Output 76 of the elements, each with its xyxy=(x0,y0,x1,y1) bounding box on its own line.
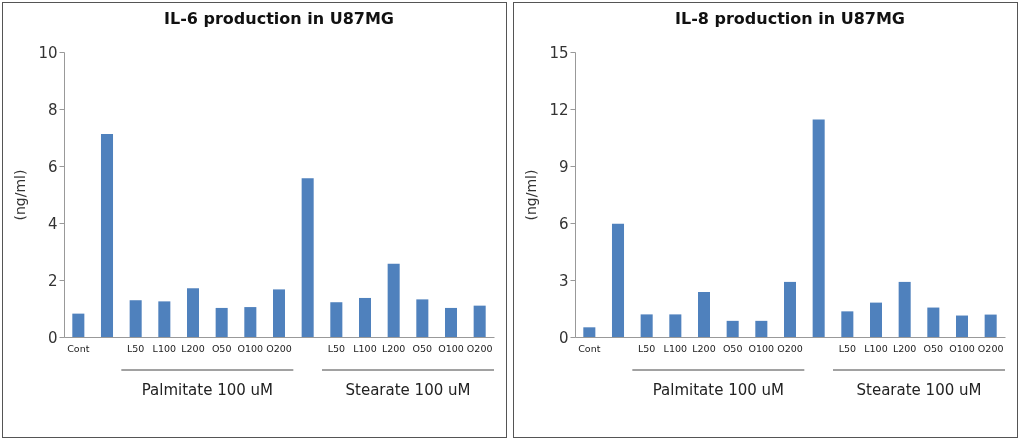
y-tick-label: 0 xyxy=(47,328,58,347)
bar xyxy=(640,314,653,337)
x-tick-label: L100 xyxy=(864,342,888,354)
x-tick-label: L50 xyxy=(327,342,346,354)
x-tick-label: O50 xyxy=(211,342,232,354)
bar xyxy=(129,300,142,337)
bar xyxy=(841,311,854,337)
y-axis-title: (ng/ml) xyxy=(12,169,29,221)
x-tick-label: L200 xyxy=(181,342,205,354)
y-tick-label: 3 xyxy=(558,271,569,290)
text: Palmitate 100 uM xyxy=(652,381,784,399)
x-tick-label: O200 xyxy=(977,342,1004,354)
bar xyxy=(416,299,429,337)
x-tick-label: L100 xyxy=(152,342,177,354)
x-tick-label: O50 xyxy=(923,342,944,354)
y-tick-label: 10 xyxy=(38,43,58,62)
bar xyxy=(927,307,940,337)
bar xyxy=(72,313,85,337)
x-tick-label: L200 xyxy=(892,342,917,354)
y-tick-label: 12 xyxy=(549,100,569,119)
bar xyxy=(669,314,682,337)
bar xyxy=(387,263,400,337)
bar xyxy=(955,315,969,337)
bar xyxy=(697,291,711,337)
bar xyxy=(100,134,114,337)
x-tick-label: L50 xyxy=(838,342,857,354)
y-tick-label: 8 xyxy=(47,100,58,119)
x-tick-label: L50 xyxy=(126,342,145,354)
bar xyxy=(812,119,825,337)
bar xyxy=(984,314,997,337)
bar xyxy=(583,327,596,337)
x-tick-label: O50 xyxy=(412,342,433,354)
y-tick-label: 9 xyxy=(558,157,569,176)
chart-title: IL-6 production in U87MG xyxy=(164,9,394,28)
x-tick-label: L100 xyxy=(353,342,377,354)
x-tick-label: L200 xyxy=(381,342,406,354)
y-axis-title: (ng/ml) xyxy=(523,169,540,221)
bar xyxy=(330,302,343,337)
bar xyxy=(244,307,257,337)
bar xyxy=(444,307,458,337)
bar xyxy=(783,281,797,337)
chart-title: IL-8 production in U87MG xyxy=(675,9,905,28)
x-tick-label: O100 xyxy=(237,342,264,354)
bar xyxy=(301,178,314,337)
bar xyxy=(473,305,486,337)
bar xyxy=(611,223,625,337)
x-tick-label: L100 xyxy=(663,342,688,354)
x-tick-label: L50 xyxy=(637,342,656,354)
bar xyxy=(358,297,372,337)
bar xyxy=(186,288,200,337)
x-tick-label: O50 xyxy=(722,342,743,354)
y-tick-label: 0 xyxy=(558,328,569,347)
y-tick-label: 6 xyxy=(47,157,58,176)
x-tick-label: Cont xyxy=(578,342,601,354)
x-tick-label: L200 xyxy=(692,342,716,354)
text: Stearate 100 uM xyxy=(856,381,982,399)
text: Stearate 100 uM xyxy=(345,381,471,399)
x-tick-label: O200 xyxy=(777,342,803,354)
bar xyxy=(726,320,739,337)
bar xyxy=(272,289,286,337)
x-tick-label: Cont xyxy=(67,342,90,354)
bar xyxy=(869,302,883,337)
x-tick-label: O200 xyxy=(266,342,292,354)
y-tick-label: 4 xyxy=(47,214,58,233)
x-tick-label: O100 xyxy=(748,342,775,354)
x-tick-label: O200 xyxy=(466,342,493,354)
y-tick-label: 2 xyxy=(47,271,58,290)
bar xyxy=(755,320,768,337)
bar xyxy=(898,281,911,337)
x-tick-label: O100 xyxy=(949,342,975,354)
bar xyxy=(158,301,171,337)
y-tick-label: 6 xyxy=(558,214,569,233)
x-tick-label: O100 xyxy=(438,342,464,354)
y-tick-label: 15 xyxy=(549,43,569,62)
bar xyxy=(215,307,228,337)
text: Palmitate 100 uM xyxy=(141,381,273,399)
